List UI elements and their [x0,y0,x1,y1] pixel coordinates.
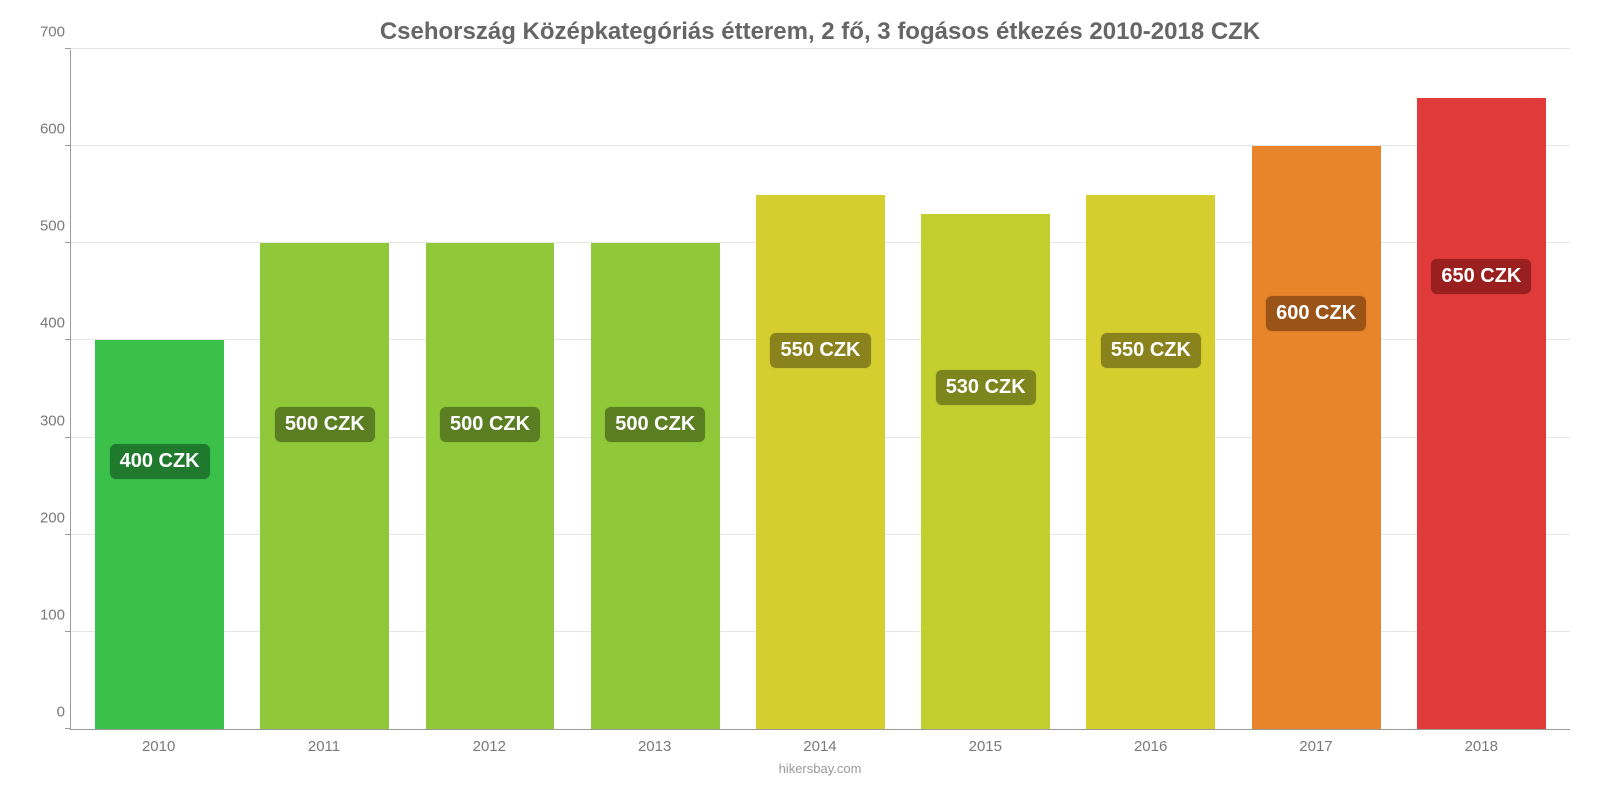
x-tick-label: 2014 [737,738,902,755]
bar-value-label: 400 CZK [110,444,210,479]
bar-slot: 550 CZK [738,50,903,729]
x-tick-label: 2010 [76,738,241,755]
plot-area: 0100200300400500600700 400 CZK500 CZK500… [70,50,1570,730]
bar [426,243,555,729]
x-tick-label: 2011 [241,738,406,755]
bars-group: 400 CZK 500 CZK 500 CZK 500 CZK 550 CZK 530 C… [71,50,1570,729]
x-tick-label: 2018 [1399,738,1564,755]
y-tick-label: 700 [21,24,65,41]
y-tick-label: 100 [21,606,65,623]
bar-value-label: 500 CZK [605,407,705,442]
y-tick-label: 300 [21,412,65,429]
y-tick-label: 0 [21,704,65,721]
x-tick-label: 2015 [903,738,1068,755]
bar [591,243,720,729]
bar-slot: 650 CZK [1399,50,1564,729]
gridline [71,48,1570,49]
chart-title: Csehország Középkategóriás étterem, 2 fő… [70,18,1570,46]
bar-slot: 530 CZK [903,50,1068,729]
bar [921,214,1050,729]
bar-slot: 500 CZK [573,50,738,729]
bar-slot: 500 CZK [242,50,407,729]
x-tick-label: 2016 [1068,738,1233,755]
y-tick-label: 500 [21,218,65,235]
bar-value-label: 650 CZK [1431,259,1531,294]
x-tick-label: 2013 [572,738,737,755]
bar-slot: 400 CZK [77,50,242,729]
x-axis-labels: 201020112012201320142015201620172018 [70,730,1570,755]
bar-value-label: 500 CZK [275,407,375,442]
x-tick-label: 2012 [407,738,572,755]
bar-value-label: 600 CZK [1266,296,1366,331]
bar-slot: 550 CZK [1068,50,1233,729]
bar [1252,146,1381,729]
bar-slot: 500 CZK [407,50,572,729]
bar [756,195,885,729]
x-tick-label: 2017 [1233,738,1398,755]
bar [95,340,224,729]
bar-value-label: 550 CZK [1101,333,1201,368]
bar-value-label: 500 CZK [440,407,540,442]
bar [1086,195,1215,729]
y-tick-label: 200 [21,509,65,526]
y-tick-label: 600 [21,121,65,138]
y-tick-mark [65,48,71,49]
bar-value-label: 550 CZK [770,333,870,368]
bar [260,243,389,729]
bar [1417,98,1546,729]
chart-container: Csehország Középkategóriás étterem, 2 fő… [0,0,1600,800]
chart-footer: hikersbay.com [70,761,1570,776]
bar-value-label: 530 CZK [936,370,1036,405]
bar-slot: 600 CZK [1234,50,1399,729]
y-tick-label: 400 [21,315,65,332]
